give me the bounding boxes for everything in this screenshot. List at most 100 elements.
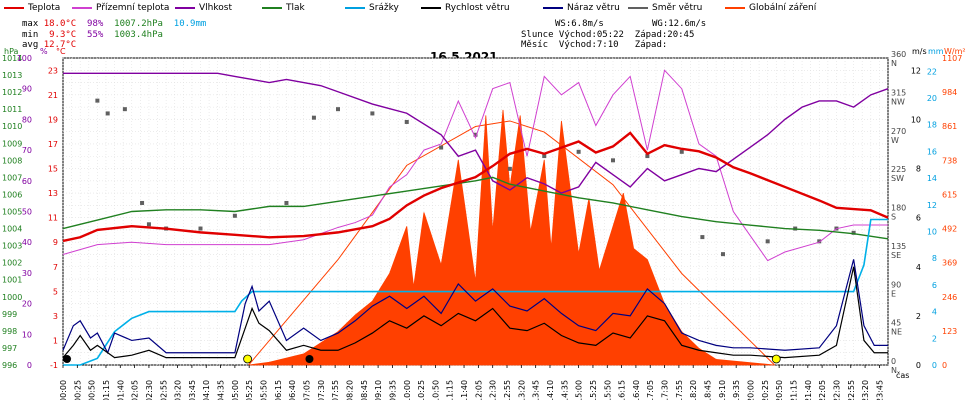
axis-pct-tick: 40 <box>22 238 32 247</box>
axis-time-tick: 18:20 <box>689 380 698 400</box>
axis-c-tick: 11 <box>48 214 58 223</box>
wind-direction-point <box>232 213 237 218</box>
wind-direction-point <box>679 149 684 154</box>
axis-wm2-tick: 984 <box>942 88 957 97</box>
stats-max-label: max <box>22 19 39 29</box>
axis-pct-tick: 100 <box>17 54 32 63</box>
axis-c-tick: 9 <box>53 238 58 247</box>
stats-max: max 18.0°C 98% 1007.2hPa 10.9mm <box>22 19 206 29</box>
axis-time-tick: 20:25 <box>761 380 770 400</box>
axis-ms-tick: 10 <box>911 115 921 124</box>
legend-swatch <box>628 6 648 9</box>
axis-dir-label: S <box>891 213 896 222</box>
wind-direction-point <box>765 239 770 244</box>
axis-time-tick: 05:50 <box>260 380 269 400</box>
axis-time-tick: 23:20 <box>861 380 870 400</box>
axis-time-tick: 16:40 <box>632 380 641 400</box>
axis-ms-tick: 2 <box>916 312 921 321</box>
axis-mm-tick: 4 <box>932 308 937 317</box>
axis-dir-tick: 135 <box>891 242 906 251</box>
legend-label: Směr větru <box>652 3 703 13</box>
axis-dir-label: SW <box>891 174 904 183</box>
axis-time-tick: 09:10 <box>374 380 383 400</box>
axis-c-tick: 19 <box>48 115 58 124</box>
stats-ws: WS:6.8m/s <box>555 19 604 29</box>
stats-max-rain: 10.9mm <box>173 19 207 29</box>
axis-time-tick: 05:00 <box>231 380 240 400</box>
axis-ms-unit: m/s <box>912 47 927 56</box>
legend-swatch <box>4 6 24 9</box>
wind-direction-point <box>284 200 289 205</box>
axis-c-tick: 1 <box>53 336 58 345</box>
axis-ms-tick: 6 <box>916 214 921 223</box>
axis-pct-tick: 30 <box>22 269 32 278</box>
axis-time-tick: 01:40 <box>116 380 125 400</box>
series-humidity <box>63 72 889 194</box>
series-pressure <box>62 176 889 240</box>
series-wind-speed <box>62 266 888 359</box>
axis-c-tick: 17 <box>48 140 58 149</box>
axis-time-tick: 00:50 <box>88 380 97 400</box>
axis-time-tick: 02:05 <box>131 380 140 400</box>
legend-swatch <box>543 6 563 9</box>
axis-dir-label: NW <box>891 97 905 106</box>
axis-pct-unit: % <box>40 47 48 56</box>
axis-time-tick: 20:50 <box>775 380 784 400</box>
legend-item: Srážky <box>345 2 399 15</box>
wind-direction-point <box>700 235 705 240</box>
wind-direction-point <box>576 149 581 154</box>
axis-hpa-tick: 1001 <box>2 276 22 285</box>
wind-direction-point <box>198 226 203 231</box>
legend-item: Globální záření <box>725 2 816 15</box>
axis-time-tick: 07:05 <box>302 380 311 400</box>
axis-c-tick: 7 <box>53 263 58 272</box>
axis-time-tick: 08:45 <box>360 380 369 400</box>
series-wind-gust <box>62 259 888 355</box>
axis-hpa-tick: 1013 <box>2 71 22 80</box>
wind-direction-point <box>439 145 444 150</box>
stats-min-label: min <box>22 30 39 40</box>
axis-time-tick: 06:15 <box>274 380 283 400</box>
axis-time-tick: 22:30 <box>832 380 841 400</box>
legend-swatch <box>175 6 195 9</box>
axis-dir-label: N <box>891 59 897 68</box>
legend-item: Směr větru <box>628 2 702 15</box>
axis-wm2-tick: 1107 <box>942 54 962 63</box>
axis-c-tick: -1 <box>50 361 58 370</box>
axis-dir-tick: 180 <box>891 204 906 213</box>
wind-direction-point <box>95 98 100 103</box>
axis-time-tick: 08:20 <box>345 380 354 400</box>
wind-direction-point <box>146 222 151 227</box>
axis-hpa-tick: 996 <box>2 361 17 370</box>
axis-time-tick: 00:00 <box>59 380 68 400</box>
wind-direction-point <box>851 230 856 235</box>
wind-direction-point <box>721 252 725 257</box>
wind-direction-point <box>140 200 145 205</box>
legend-swatch <box>262 6 282 9</box>
axis-time-tick: 21:15 <box>789 380 798 400</box>
axis-time-tick: 03:45 <box>188 380 197 400</box>
axis-mm-tick: 6 <box>932 281 937 290</box>
wind-direction-point <box>817 239 822 244</box>
axis-wm2-tick: 369 <box>942 259 957 268</box>
axis-time-tick: 10:25 <box>417 380 426 400</box>
stats-max-press: 1007.2hPa <box>114 19 163 29</box>
axis-hpa-tick: 1009 <box>2 139 22 148</box>
axis-dir-tick: 0 <box>891 357 896 366</box>
axis-hpa-tick: 1006 <box>2 190 22 199</box>
axis-wm2-tick: 492 <box>942 225 957 234</box>
axis-time-tick: 01:15 <box>102 380 111 400</box>
axis-time-tick: 16:15 <box>618 380 627 400</box>
wind-direction-point <box>336 107 340 112</box>
axis-hpa-tick: 1008 <box>2 156 22 165</box>
legend-swatch <box>725 6 745 9</box>
axis-time-tick: 04:35 <box>217 380 226 400</box>
axis-mm-tick: 8 <box>932 254 937 263</box>
axis-c-tick: 5 <box>53 287 58 296</box>
axis-time-tick: 15:50 <box>603 380 612 400</box>
axis-mm-tick: 2 <box>932 334 937 343</box>
wind-direction-point <box>473 132 478 137</box>
axis-hpa-tick: 998 <box>2 327 17 336</box>
axis-time-tick: 22:05 <box>818 380 827 400</box>
